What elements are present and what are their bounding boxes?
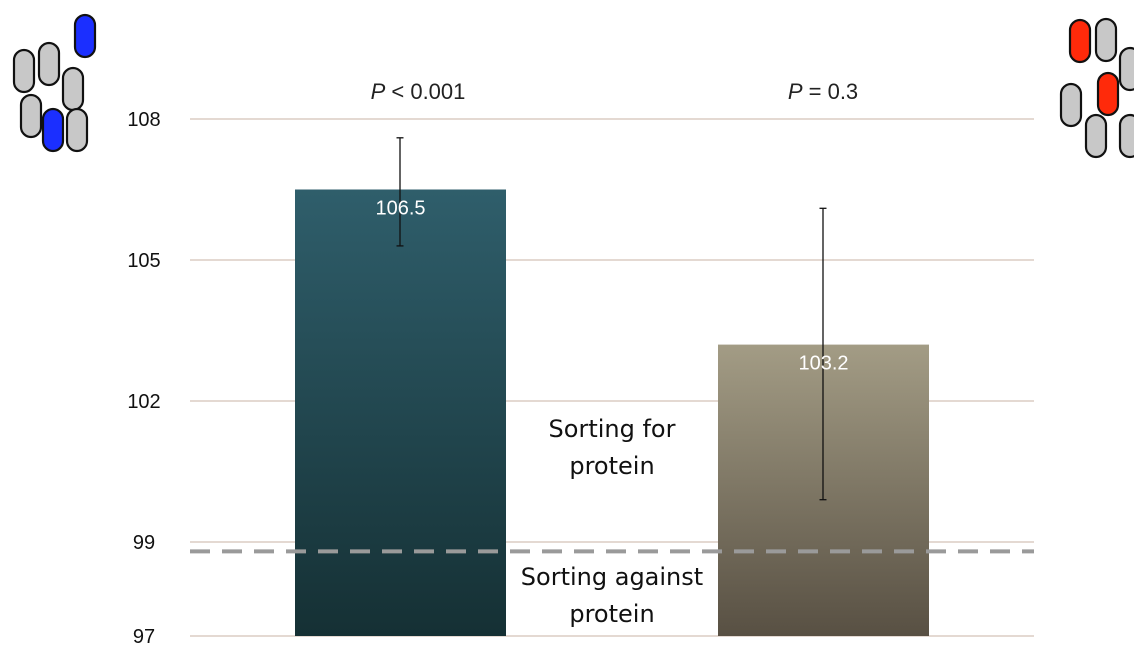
cell-pill xyxy=(1096,71,1120,117)
cell-pill xyxy=(65,107,89,153)
y-tick-label: 99 xyxy=(133,532,155,554)
cell-pill xyxy=(1068,18,1092,64)
cell-pill xyxy=(1118,113,1134,159)
data-label: 103.2 xyxy=(798,353,848,375)
cell-pill xyxy=(37,41,61,87)
cell-pill xyxy=(1118,46,1134,92)
annotation-text: Sorting against xyxy=(521,563,703,591)
cell-cluster-blue-icon xyxy=(12,13,97,153)
annotation-text: Sorting for xyxy=(549,415,676,443)
y-tick-label: 108 xyxy=(127,109,160,131)
cell-pill xyxy=(1059,82,1083,128)
p-value-label: P < 0.001 xyxy=(371,79,466,104)
y-tick-label: 105 xyxy=(127,250,160,272)
cell-pill xyxy=(19,93,43,139)
cell-pill xyxy=(1094,17,1118,63)
annotation-text: protein xyxy=(569,452,654,480)
error-bars xyxy=(396,137,827,501)
p-value-label: P = 0.3 xyxy=(788,79,858,104)
y-tick-label: 102 xyxy=(127,391,160,413)
annotation-text: protein xyxy=(569,600,654,628)
cell-pill xyxy=(12,48,36,94)
bar xyxy=(295,189,506,636)
data-label: 106.5 xyxy=(375,198,425,220)
cell-cluster-red-icon xyxy=(1059,17,1134,159)
cell-pill xyxy=(1084,113,1108,159)
bars xyxy=(295,189,929,636)
data-labels: 106.5 103.2 xyxy=(375,198,848,375)
annotations: Sorting for protein Sorting against protein xyxy=(521,415,703,628)
y-axis-ticks: 97 99 102 105 108 xyxy=(127,109,160,647)
p-values: P < 0.001 P = 0.3 xyxy=(371,79,859,104)
y-tick-label: 97 xyxy=(133,626,155,647)
cell-pill xyxy=(73,13,97,59)
cell-pill xyxy=(61,66,85,112)
cell-pill xyxy=(41,107,65,153)
